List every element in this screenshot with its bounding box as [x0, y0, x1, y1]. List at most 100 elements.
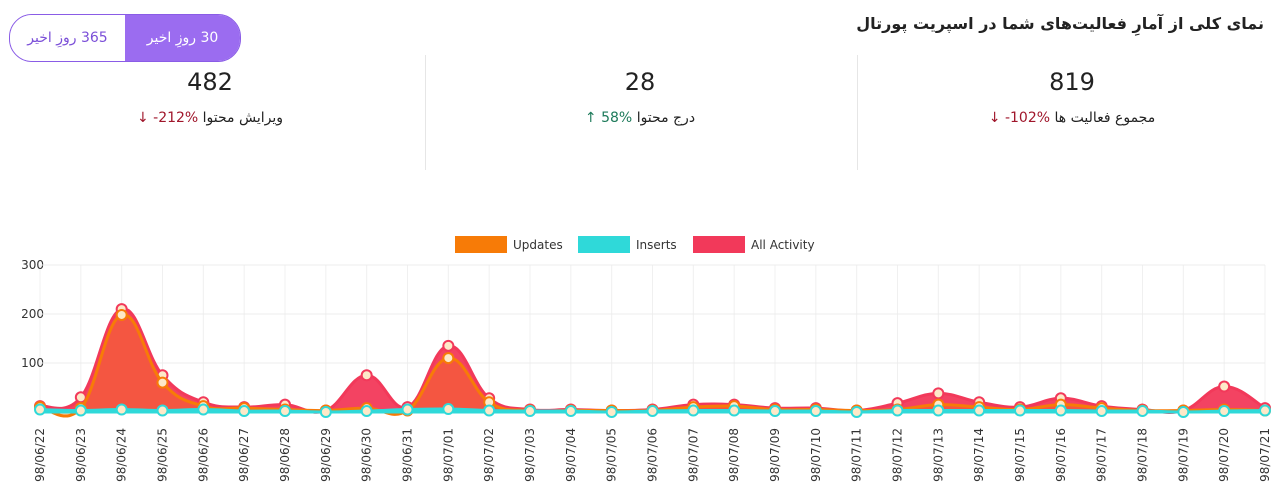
- y-tick-label: 200: [21, 307, 44, 321]
- data-point: [1054, 404, 1067, 417]
- data-point: [1259, 404, 1271, 417]
- data-point: [605, 406, 618, 418]
- page-title: نمای کلی از آمارِ فعالیت‌های شما در اسپر…: [856, 14, 1264, 33]
- x-tick-label: 98/06/27: [237, 428, 251, 482]
- data-point: [156, 376, 169, 389]
- stat-label: مجموع فعالیت ها -102% ↓: [862, 110, 1272, 126]
- data-point: [891, 404, 904, 417]
- data-point: [401, 403, 414, 416]
- data-point: [360, 405, 373, 418]
- stat-value: 28: [624, 68, 656, 96]
- stat-value: 819: [1049, 68, 1095, 96]
- data-point: [442, 339, 455, 352]
- x-tick-label: 98/07/15: [1013, 428, 1027, 482]
- x-tick-label: 98/07/18: [1136, 428, 1150, 482]
- x-tick-label: 98/07/17: [1095, 428, 1109, 482]
- data-point: [932, 404, 945, 417]
- data-point: [687, 404, 700, 417]
- x-tick-label: 98/07/06: [646, 428, 660, 482]
- x-tick-label: 98/07/10: [809, 428, 823, 482]
- x-tick-label: 98/06/28: [278, 428, 292, 482]
- data-point: [483, 404, 496, 417]
- x-tick-label: 98/07/13: [931, 428, 945, 482]
- stat-arrow: ↑: [584, 110, 597, 126]
- stat-label: ویرایش محتوا -212% ↓: [0, 110, 420, 126]
- x-tick-label: 98/07/02: [482, 428, 496, 482]
- legend-swatch: [455, 236, 507, 253]
- x-tick-label: 98/07/20: [1217, 428, 1231, 482]
- x-tick-label: 98/07/14: [972, 428, 986, 482]
- data-point: [1218, 380, 1231, 393]
- x-tick-label: 98/06/24: [115, 428, 129, 482]
- data-point: [1136, 405, 1149, 418]
- stat-change: -212%: [153, 110, 199, 126]
- data-point: [1095, 405, 1108, 418]
- legend-label: Inserts: [636, 238, 677, 252]
- x-tick-label: 98/07/08: [727, 428, 741, 482]
- x-tick-label: 98/06/30: [360, 428, 374, 482]
- data-point: [564, 405, 577, 418]
- x-tick-label: 98/06/23: [74, 428, 88, 482]
- x-tick-label: 98/07/09: [768, 428, 782, 482]
- data-point: [156, 404, 169, 417]
- stat-change: -102%: [1004, 110, 1051, 126]
- data-point: [442, 403, 455, 416]
- data-point: [34, 403, 46, 416]
- stat-arrow: ↓: [988, 110, 1001, 126]
- data-point: [442, 352, 455, 365]
- range-toggle: 365 روزِ اخیر 30 روزِ اخیر: [9, 14, 241, 62]
- x-tick-label: 98/07/16: [1054, 428, 1068, 482]
- x-tick-label: 98/06/31: [401, 428, 415, 482]
- legend-label: All Activity: [751, 238, 815, 252]
- stat-name: مجموع فعالیت ها: [1054, 110, 1156, 126]
- data-point: [809, 405, 822, 418]
- legend-swatch: [578, 236, 630, 253]
- y-tick-label: 300: [21, 258, 44, 272]
- x-tick-label: 98/06/29: [319, 428, 333, 482]
- data-point: [524, 405, 536, 418]
- data-point: [74, 404, 87, 417]
- x-tick-label: 98/07/05: [605, 428, 619, 482]
- data-point: [115, 403, 128, 416]
- divider: [857, 55, 858, 170]
- data-point: [973, 404, 986, 417]
- x-tick-label: 98/07/11: [850, 428, 864, 482]
- y-tick-label: 100: [21, 356, 44, 370]
- stat-value: 482: [187, 68, 233, 96]
- x-tick-label: 98/07/03: [523, 428, 537, 482]
- stat-name: ویرایش محتوا: [202, 110, 284, 126]
- stat-card: 482 ویرایش محتوا -212% ↓: [0, 68, 420, 126]
- divider: [425, 55, 426, 170]
- data-point: [728, 404, 741, 417]
- range-option[interactable]: 365 روزِ اخیر: [10, 15, 125, 61]
- x-tick-label: 98/07/07: [686, 428, 700, 482]
- x-tick-label: 98/07/19: [1176, 428, 1190, 482]
- data-point: [115, 308, 128, 321]
- x-tick-label: 98/07/12: [891, 428, 905, 482]
- legend-label: Updates: [513, 238, 563, 252]
- data-point: [279, 405, 291, 418]
- data-point: [1014, 404, 1026, 417]
- data-point: [850, 406, 863, 418]
- x-tick-label: 98/06/26: [196, 428, 210, 482]
- data-point: [769, 405, 781, 418]
- data-point: [360, 369, 373, 382]
- stat-card: 819 مجموع فعالیت ها -102% ↓: [862, 68, 1272, 126]
- x-tick-label: 98/06/25: [156, 428, 170, 482]
- data-point: [646, 405, 659, 418]
- stat-change: 58%: [601, 110, 633, 126]
- stat-arrow: ↓: [136, 110, 149, 126]
- data-point: [1218, 405, 1231, 418]
- range-option[interactable]: 30 روزِ اخیر: [125, 15, 240, 61]
- data-point: [1177, 406, 1190, 418]
- legend-swatch: [693, 236, 745, 253]
- x-tick-label: 98/07/01: [441, 428, 455, 482]
- stat-label: درج محتوا 58% ↑: [430, 110, 850, 126]
- stat-card: 28 درج محتوا 58% ↑: [430, 68, 850, 126]
- stat-name: درج محتوا: [636, 110, 696, 126]
- x-tick-label: 98/07/04: [564, 428, 578, 482]
- data-point: [319, 406, 332, 418]
- data-point: [238, 405, 251, 418]
